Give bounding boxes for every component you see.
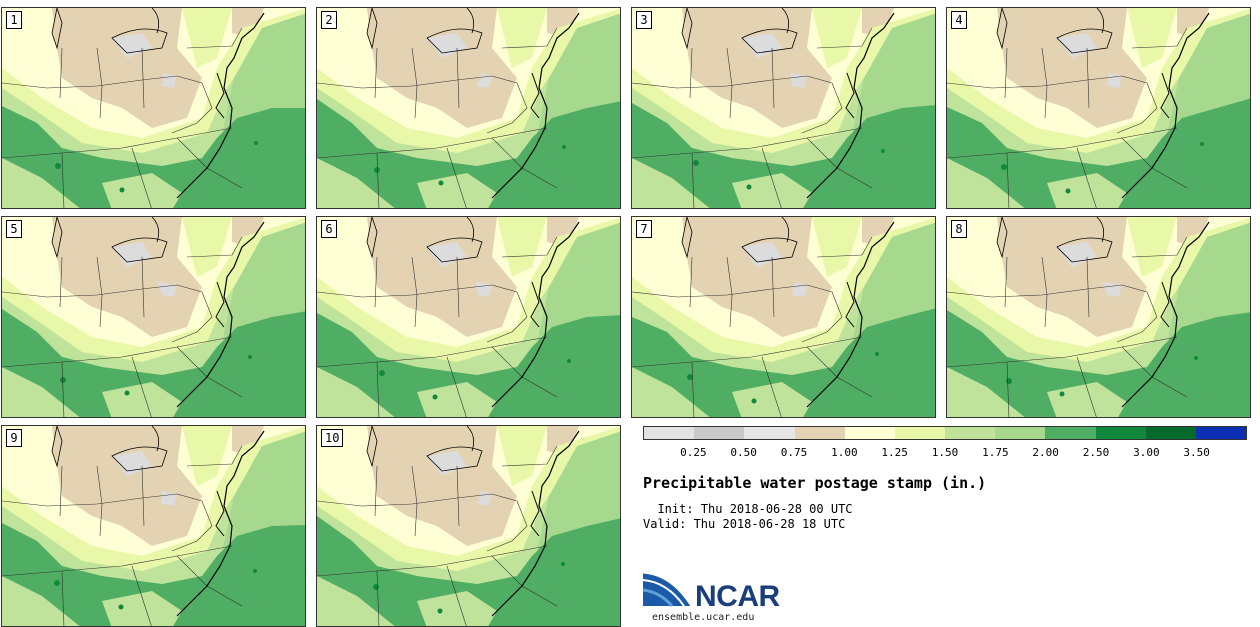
member-panel: 3 bbox=[631, 7, 936, 209]
legend-tick-label: 0.50 bbox=[730, 446, 757, 459]
legend-swatch bbox=[1095, 427, 1146, 439]
member-number: 6 bbox=[321, 220, 337, 238]
member-number: 7 bbox=[636, 220, 652, 238]
logo-url: ensemble.ucar.edu bbox=[652, 612, 755, 623]
member-panel: 10 bbox=[316, 425, 621, 627]
init-time: Init: Thu 2018-06-28 00 UTC bbox=[643, 502, 853, 516]
legend-colorbar bbox=[643, 426, 1247, 440]
legend-tick-label: 1.75 bbox=[982, 446, 1009, 459]
legend-tick-label: 0.25 bbox=[680, 446, 707, 459]
legend-swatch bbox=[744, 427, 795, 439]
legend-swatch bbox=[894, 427, 946, 439]
legend-tick-label: 1.00 bbox=[831, 446, 858, 459]
member-panel: 1 bbox=[1, 7, 306, 209]
chart-title: Precipitable water postage stamp (in.) bbox=[643, 474, 987, 492]
member-number: 8 bbox=[951, 220, 967, 238]
legend-tick-label: 1.25 bbox=[881, 446, 908, 459]
member-number: 5 bbox=[6, 220, 22, 238]
legend-tick-label: 3.00 bbox=[1133, 446, 1160, 459]
legend-swatch bbox=[995, 427, 1046, 439]
valid-time: Valid: Thu 2018-06-28 18 UTC bbox=[643, 517, 846, 531]
member-panel: 7 bbox=[631, 216, 936, 418]
member-number: 3 bbox=[636, 11, 652, 29]
member-number: 1 bbox=[6, 11, 22, 29]
ncar-logo-text: NCAR bbox=[695, 580, 780, 613]
member-number: 4 bbox=[951, 11, 967, 29]
legend-swatch bbox=[644, 427, 695, 439]
member-panel: 6 bbox=[316, 216, 621, 418]
legend-swatch bbox=[1045, 427, 1096, 439]
legend-tick-label: 3.50 bbox=[1183, 446, 1210, 459]
legend-swatch bbox=[844, 427, 895, 439]
member-number: 2 bbox=[321, 11, 337, 29]
legend-swatch bbox=[1195, 427, 1247, 439]
member-panel: 9 bbox=[1, 425, 306, 627]
legend-tick-label: 2.50 bbox=[1082, 446, 1110, 459]
legend-swatch bbox=[694, 427, 745, 439]
member-number: 9 bbox=[6, 429, 22, 447]
legend-swatch bbox=[945, 427, 996, 439]
legend-tick-label: 2.00 bbox=[1032, 446, 1059, 459]
member-panel: 2 bbox=[316, 7, 621, 209]
member-panel: 8 bbox=[946, 216, 1251, 418]
member-number: 10 bbox=[321, 429, 344, 447]
legend-swatch bbox=[1145, 427, 1196, 439]
legend-tick-label: 1.50 bbox=[931, 446, 959, 459]
member-panel: 5 bbox=[1, 216, 306, 418]
legend-tick-label: 0.75 bbox=[780, 446, 808, 459]
ncar-logo-icon bbox=[642, 570, 694, 607]
member-panel: 4 bbox=[946, 7, 1251, 209]
legend-swatch bbox=[794, 427, 845, 439]
